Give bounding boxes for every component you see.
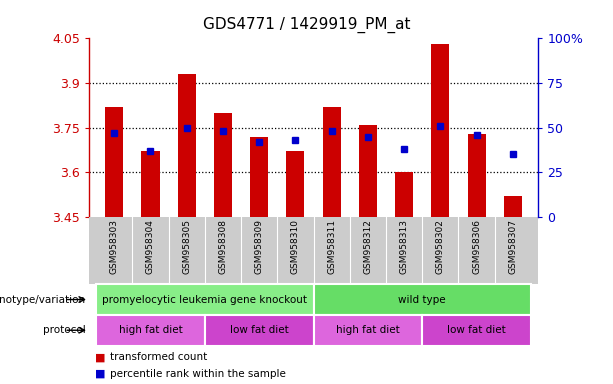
Bar — [395, 172, 413, 217]
Bar — [250, 137, 268, 217]
Text: GSM958312: GSM958312 — [364, 219, 373, 274]
Text: GSM958303: GSM958303 — [110, 219, 119, 274]
Bar — [314, 315, 422, 346]
Text: GSM958313: GSM958313 — [400, 219, 409, 274]
Text: percentile rank within the sample: percentile rank within the sample — [110, 369, 286, 379]
Bar — [432, 44, 449, 217]
Text: ■: ■ — [95, 369, 105, 379]
Text: ■: ■ — [95, 352, 105, 362]
Text: GSM958306: GSM958306 — [472, 219, 481, 274]
Bar — [105, 107, 123, 217]
Text: GSM958305: GSM958305 — [182, 219, 191, 274]
Text: GSM958308: GSM958308 — [218, 219, 227, 274]
Bar — [422, 315, 531, 346]
Bar — [96, 315, 205, 346]
Bar — [286, 152, 305, 217]
Text: low fat diet: low fat diet — [230, 325, 289, 335]
Bar — [205, 315, 314, 346]
Text: promyelocytic leukemia gene knockout: promyelocytic leukemia gene knockout — [102, 295, 307, 305]
Text: transformed count: transformed count — [110, 352, 208, 362]
Text: GSM958304: GSM958304 — [146, 219, 155, 274]
Bar — [96, 284, 314, 315]
Text: GSM958311: GSM958311 — [327, 219, 336, 274]
Bar — [322, 107, 341, 217]
Text: GDS4771 / 1429919_PM_at: GDS4771 / 1429919_PM_at — [203, 17, 410, 33]
Bar — [178, 74, 196, 217]
Text: protocol: protocol — [43, 325, 86, 335]
Text: GSM958309: GSM958309 — [254, 219, 264, 274]
Bar — [468, 134, 485, 217]
Text: genotype/variation: genotype/variation — [0, 295, 86, 305]
Text: GSM958310: GSM958310 — [291, 219, 300, 274]
Bar — [314, 284, 531, 315]
Bar — [359, 125, 377, 217]
Bar — [214, 113, 232, 217]
Text: low fat diet: low fat diet — [447, 325, 506, 335]
Text: high fat diet: high fat diet — [336, 325, 400, 335]
Text: GSM958302: GSM958302 — [436, 219, 445, 274]
Text: wild type: wild type — [398, 295, 446, 305]
Bar — [504, 196, 522, 217]
Text: high fat diet: high fat diet — [118, 325, 182, 335]
Text: GSM958307: GSM958307 — [508, 219, 517, 274]
Bar — [142, 152, 159, 217]
